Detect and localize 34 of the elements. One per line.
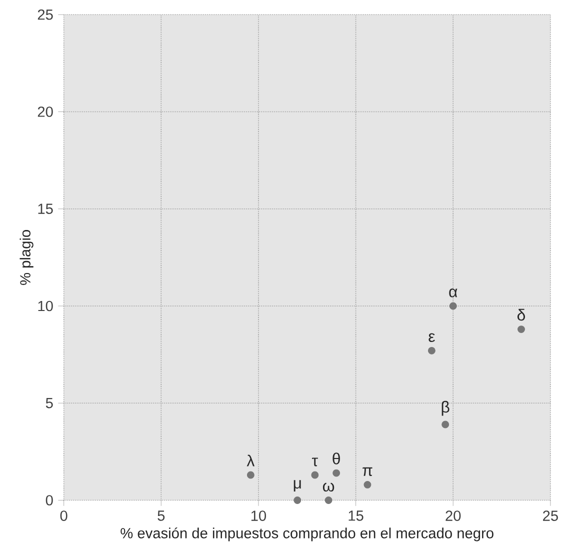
x-tick-label: 0 <box>60 510 68 521</box>
annotation: θ <box>332 452 340 464</box>
y-tick-label: 25 <box>38 9 53 20</box>
annotation: μ <box>294 480 301 492</box>
x-tick-label: 20 <box>446 510 461 521</box>
point <box>364 480 372 488</box>
y-tick-label: 0 <box>46 494 53 506</box>
annotation: λ <box>246 454 255 466</box>
point <box>428 346 436 354</box>
point <box>294 496 302 504</box>
point <box>442 420 450 428</box>
annotation: δ <box>517 308 525 320</box>
x-tick-label: 10 <box>251 510 266 521</box>
point <box>246 471 254 479</box>
x-tick-label: 15 <box>348 510 364 521</box>
annotation: τ <box>312 458 318 466</box>
annotation: β <box>442 400 450 416</box>
point <box>449 302 457 310</box>
point <box>332 469 340 477</box>
annotation: ε <box>428 333 435 342</box>
y-tick-label: 20 <box>38 106 53 117</box>
x-tick-label: 5 <box>158 510 165 521</box>
point <box>311 471 319 479</box>
annotation: π <box>362 467 372 476</box>
x-axis-title: % evasión de impuestos comprando en el mercado negro <box>120 527 494 542</box>
annotation: ω <box>322 482 334 492</box>
y-tick-label: 10 <box>38 300 53 311</box>
point <box>518 325 525 333</box>
y-axis-title: % plagio <box>20 230 34 285</box>
y-tick-label: 15 <box>38 204 53 214</box>
point <box>324 496 332 504</box>
x-tick-label: 25 <box>543 510 558 521</box>
y-tick-label: 5 <box>46 398 53 408</box>
annotation: α <box>449 288 458 298</box>
